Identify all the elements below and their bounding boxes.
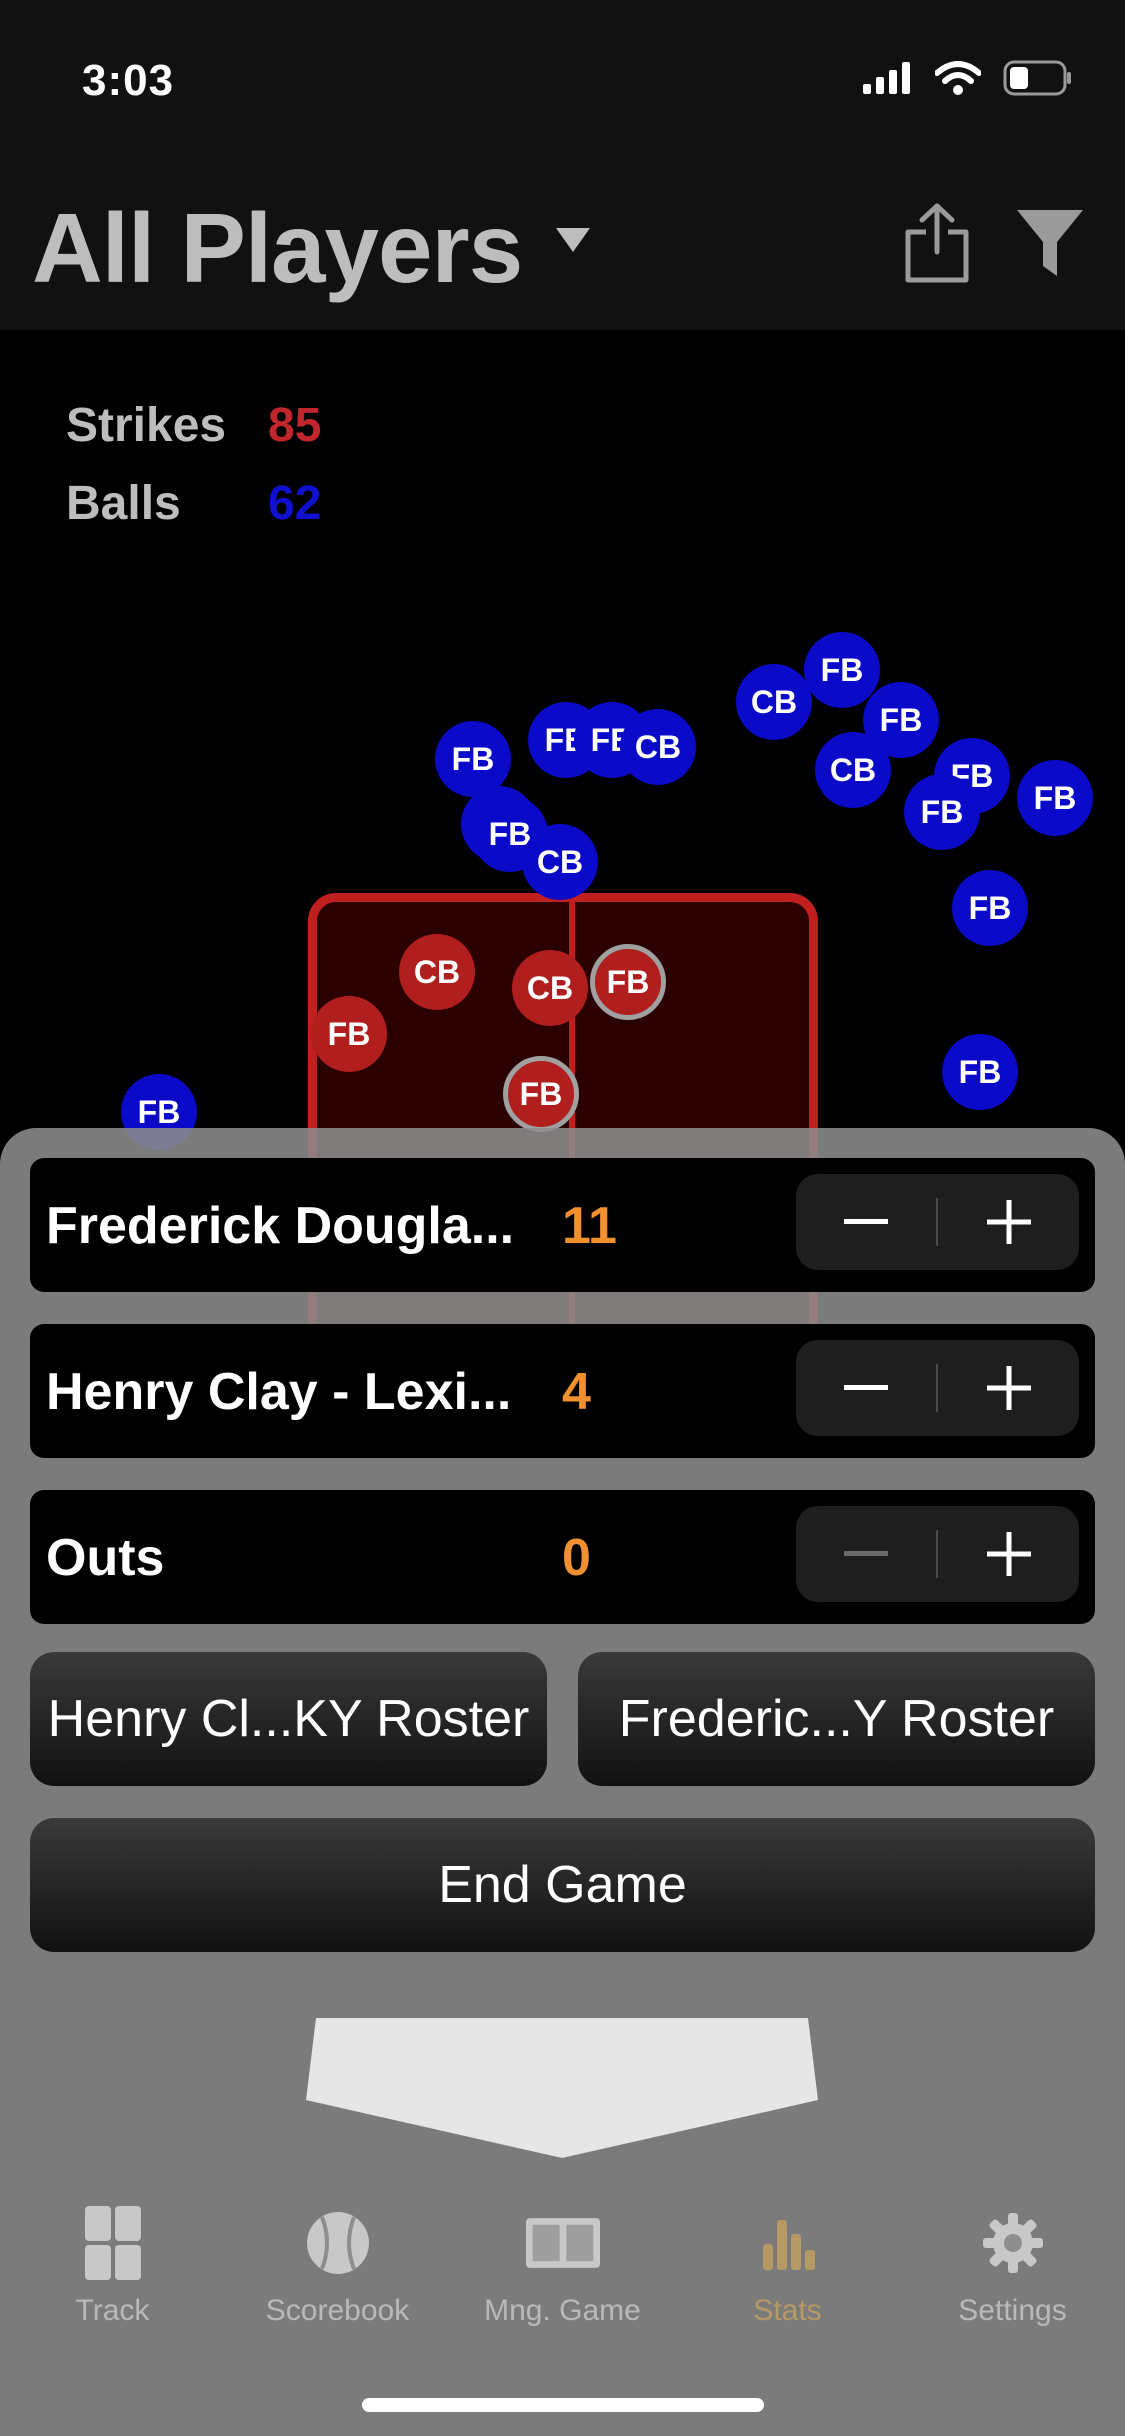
tab-label: Mng. Game [484, 2294, 641, 2327]
header: All Players [0, 150, 1125, 330]
pitch-marker-ball[interactable]: FB [952, 870, 1028, 946]
roster-button-away[interactable]: Frederic...Y Roster [578, 1652, 1095, 1786]
share-icon[interactable] [902, 202, 972, 284]
counter-label: Frederick Dougla... [46, 1197, 515, 1255]
home-indicator[interactable] [362, 2398, 764, 2412]
status-icons [863, 60, 1073, 96]
counter-label: Henry Clay - Lexi... [46, 1363, 512, 1421]
increment-button[interactable] [939, 1174, 1079, 1270]
plus-icon [987, 1532, 1031, 1576]
filter-icon[interactable] [1015, 206, 1085, 280]
tab-settings[interactable]: Settings [900, 2196, 1125, 2346]
pitch-marker-ball[interactable]: CB [620, 709, 696, 785]
counter-value: 4 [562, 1363, 591, 1421]
pitch-marker-ball[interactable]: FB [1017, 760, 1093, 836]
roster-button-home[interactable]: Henry Cl...KY Roster [30, 1652, 547, 1786]
tab-label: Scorebook [265, 2294, 410, 2327]
stepper-divider [936, 1198, 938, 1246]
counter-label: Outs [46, 1529, 165, 1587]
tab-label: Settings [958, 2294, 1067, 2327]
grid-icon [76, 2206, 150, 2280]
increment-button[interactable] [939, 1340, 1079, 1436]
pitch-marker-strike[interactable]: FB [590, 944, 666, 1020]
pitch-marker-ball[interactable]: CB [815, 732, 891, 808]
pitch-marker-ball[interactable]: FB [904, 774, 980, 850]
plus-icon [987, 1366, 1031, 1410]
strikes-value: 85 [268, 399, 322, 452]
gear-icon [976, 2206, 1050, 2280]
tab-label: Track [75, 2294, 150, 2327]
baseball-icon [301, 2206, 375, 2280]
minus-icon [844, 1219, 888, 1224]
balls-label: Balls [66, 477, 181, 530]
battery-icon [1003, 60, 1071, 96]
counter-value: 11 [562, 1197, 617, 1255]
balls-value: 62 [268, 477, 322, 530]
decrement-button[interactable] [796, 1506, 936, 1602]
pitch-marker-ball[interactable]: FB [435, 721, 511, 797]
tab-track[interactable]: Track [0, 2196, 225, 2346]
tab-scorebook[interactable]: Scorebook [225, 2196, 450, 2346]
minus-icon [844, 1551, 888, 1556]
stepper-divider [936, 1530, 938, 1578]
counter-stepper [796, 1340, 1079, 1436]
minus-icon [844, 1385, 888, 1390]
counter-stepper [796, 1174, 1079, 1270]
tab-stats[interactable]: Stats [675, 2196, 900, 2346]
chevron-down-icon[interactable] [556, 228, 590, 252]
strikes-label: Strikes [66, 399, 227, 452]
counter-row: Henry Clay - Lexi... 4 [30, 1324, 1095, 1458]
tab-manage-game[interactable]: Mng. Game [450, 2196, 675, 2346]
status-bar: 3:03 [0, 0, 1125, 150]
cellular-signal-icon [863, 62, 910, 94]
pitch-marker-ball[interactable]: FB [863, 682, 939, 758]
pitch-marker-ball[interactable]: FB [942, 1034, 1018, 1110]
pitch-marker-ball[interactable]: CB [522, 824, 598, 900]
stepper-divider [936, 1364, 938, 1412]
counter-row: Frederick Dougla... 11 [30, 1158, 1095, 1292]
home-plate-icon [306, 2018, 818, 2158]
counter-row: Outs 0 [30, 1490, 1095, 1624]
pitch-marker-ball[interactable]: CB [736, 664, 812, 740]
pitch-marker-strike[interactable]: CB [399, 934, 475, 1010]
pitch-marker-strike[interactable]: CB [512, 950, 588, 1026]
pitch-marker-strike[interactable]: FB [503, 1056, 579, 1132]
player-selector[interactable]: All Players [32, 193, 523, 303]
end-game-button[interactable]: End Game [30, 1818, 1095, 1952]
wifi-icon [935, 61, 981, 95]
tab-label: Stats [753, 2294, 822, 2327]
pitch-marker-strike[interactable]: FB [311, 996, 387, 1072]
tab-bar: Track Scorebook Mng. Game [0, 2196, 1125, 2346]
decrement-button[interactable] [796, 1174, 936, 1270]
scoreboard-icon [525, 2206, 600, 2280]
counter-stepper [796, 1506, 1079, 1602]
pitch-marker-ball[interactable]: FB [804, 632, 880, 708]
bar-chart-icon [751, 2206, 825, 2280]
status-time: 3:03 [82, 56, 175, 105]
counter-value: 0 [562, 1529, 591, 1587]
increment-button[interactable] [939, 1506, 1079, 1602]
plus-icon [987, 1200, 1031, 1244]
decrement-button[interactable] [796, 1340, 936, 1436]
